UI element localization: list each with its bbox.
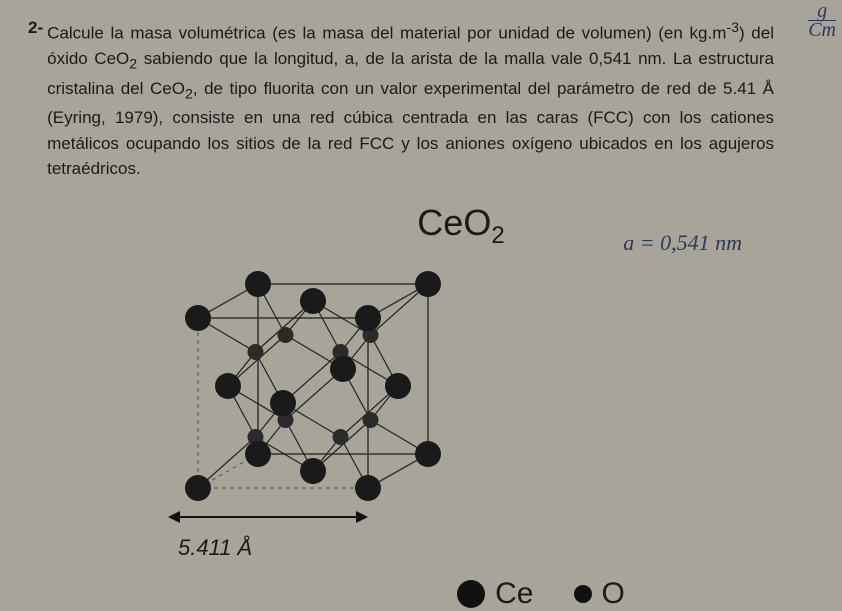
question-number: 2- (28, 18, 43, 182)
crystal-structure (168, 258, 448, 508)
diagram-title-sub: 2 (491, 222, 504, 249)
qtext-exp: -3 (726, 20, 739, 36)
legend: Ce O (268, 577, 814, 611)
qtext-sub1: 2 (129, 57, 137, 73)
legend-item-o: O (574, 577, 625, 611)
qtext-part1b: ) (739, 24, 745, 43)
diagram-title: CeO2 (108, 202, 814, 250)
legend-item-ce: Ce (457, 577, 533, 611)
hw-frac-den: Cm (808, 21, 836, 39)
qtext-sub2: 2 (185, 86, 193, 102)
dimension-arrow-row (168, 508, 814, 531)
dimension-arrow (168, 508, 368, 526)
diagram-title-text: CeO (417, 202, 491, 243)
legend-dot-ce (457, 580, 485, 608)
qtext-part1: Calcule la masa volumétrica (es la masa … (47, 24, 726, 43)
legend-dot-o (574, 585, 592, 603)
diagram-area: CeO2 5.411 Å Ce O (28, 202, 814, 611)
handwriting-top-right: g Cm (808, 2, 836, 39)
legend-label-ce: Ce (495, 577, 533, 611)
lattice-param-label: 5.411 Å (178, 535, 814, 561)
question-text: Calcule la masa volumétrica (es la masa … (47, 18, 814, 182)
legend-label-o: O (602, 577, 625, 611)
